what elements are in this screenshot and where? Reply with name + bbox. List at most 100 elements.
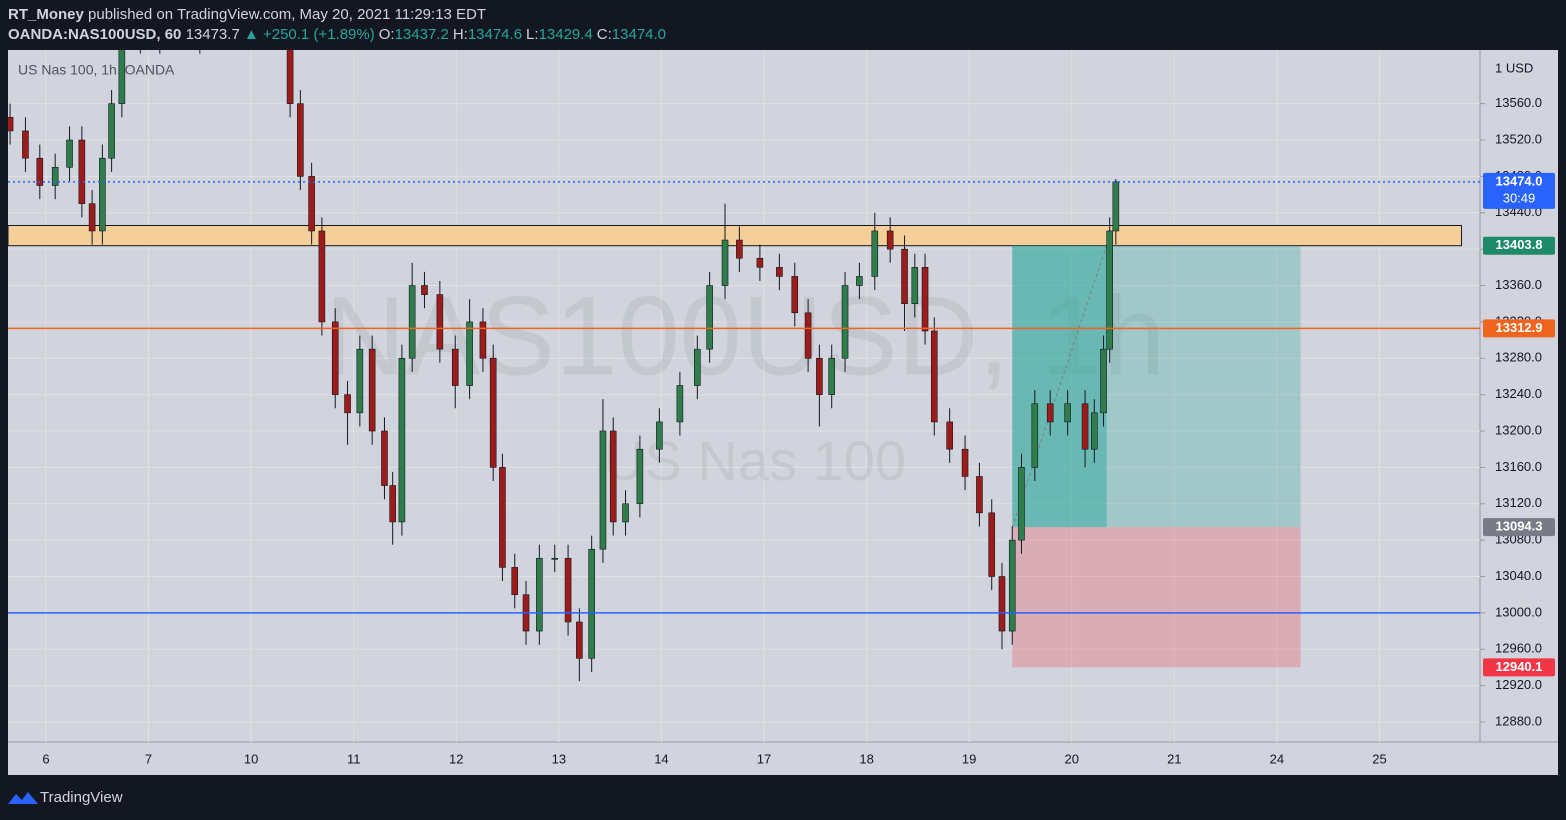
- candle-body: [308, 176, 315, 232]
- price-axis: [1480, 50, 1558, 742]
- price-tag: [1483, 319, 1555, 338]
- candle-body: [318, 230, 326, 323]
- candle-body: [871, 230, 879, 277]
- candle-body: [489, 357, 497, 468]
- x-tick-label: 13: [552, 751, 566, 766]
- candle-body: [622, 503, 629, 523]
- candle-body: [599, 430, 607, 550]
- y-tick-label: 13040.0: [1495, 568, 1542, 583]
- candle-body: [344, 394, 351, 414]
- position-tag-label: 13094.3: [1496, 519, 1543, 534]
- x-tick-label: 17: [757, 751, 771, 766]
- symbol: OANDA:NAS100USD, 60: [8, 26, 181, 43]
- publisher-line: RT_Money published on TradingView.com, M…: [8, 6, 486, 23]
- y-tick-label: 13240.0: [1495, 386, 1542, 401]
- candle-body: [511, 567, 519, 595]
- candle-body: [804, 312, 812, 359]
- candle-body: [356, 348, 364, 414]
- candle-body: [841, 285, 849, 359]
- candle-body: [1008, 539, 1016, 632]
- candle-body: [946, 421, 953, 450]
- x-tick-label: 14: [654, 751, 668, 766]
- candle-body: [398, 357, 406, 523]
- y-tick-label: 13520.0: [1495, 131, 1542, 146]
- candle-body: [676, 385, 684, 423]
- candle-body: [856, 276, 863, 286]
- time-axis: [8, 742, 1558, 775]
- position-target: [1012, 245, 1301, 528]
- y-tick-label: 13200.0: [1495, 422, 1542, 437]
- y-tick-label: 12880.0: [1495, 713, 1542, 728]
- candle-body: [381, 430, 388, 486]
- candle-body: [297, 103, 304, 177]
- position-tag: [1483, 236, 1555, 255]
- candle-body: [694, 348, 701, 386]
- candle-body: [1018, 467, 1025, 541]
- candle-body: [930, 330, 938, 423]
- candle-body: [911, 267, 919, 305]
- candle-body: [961, 448, 969, 477]
- candle-body: [331, 321, 339, 395]
- candle-body: [368, 348, 376, 432]
- candle-body: [609, 430, 617, 523]
- ohlc-key: O:: [379, 26, 395, 43]
- plot-area: [8, 50, 1480, 742]
- y-tick-label: 12920.0: [1495, 677, 1542, 692]
- position-tag-label: 12940.1: [1496, 659, 1543, 674]
- candle-body: [286, 50, 294, 104]
- publisher: RT_Money: [8, 6, 85, 23]
- candle-body: [99, 157, 106, 232]
- position-tag: [1483, 518, 1555, 537]
- candle-body: [921, 267, 929, 332]
- candle-body: [886, 230, 894, 250]
- ohlc-key: H:: [453, 26, 468, 43]
- candle-body: [408, 285, 416, 359]
- candle-body: [108, 103, 115, 159]
- candle-body: [499, 467, 506, 568]
- y-tick-label: 13000.0: [1495, 604, 1542, 619]
- x-tick-label: 19: [962, 751, 976, 766]
- candle-body: [551, 558, 559, 560]
- last: 13473.7: [186, 26, 240, 43]
- ohlc-value: 13474.6: [468, 26, 522, 43]
- x-tick-label: 11: [347, 751, 361, 766]
- position-tag: [1483, 658, 1555, 677]
- price-tag-label: 13312.9: [1496, 320, 1543, 335]
- candle-body: [536, 558, 543, 632]
- candle-body: [756, 257, 764, 268]
- y-tick-label: 13160.0: [1495, 459, 1542, 474]
- candle-body: [816, 357, 823, 395]
- candle-body: [588, 548, 595, 659]
- y-tick-label: 13280.0: [1495, 350, 1542, 365]
- candle-body: [988, 512, 996, 577]
- ohlc-value: 13474.0: [612, 26, 666, 43]
- price-tag: [1483, 172, 1555, 209]
- candle-body: [901, 248, 908, 305]
- candle-body: [436, 294, 444, 350]
- ohlc-key: L:: [526, 26, 539, 43]
- candle-body: [451, 348, 459, 386]
- symbol-line: OANDA:NAS100USD, 60 13473.7 ▲ +250.1 (+1…: [8, 26, 666, 43]
- legend: US Nas 100, 1h, OANDA: [18, 62, 175, 78]
- y-tick-label: 13560.0: [1495, 95, 1542, 110]
- candle-body: [776, 267, 783, 277]
- candle-body: [36, 157, 44, 186]
- x-tick-label: 20: [1065, 751, 1079, 766]
- ohlc-value: 13437.2: [395, 26, 449, 43]
- x-tick-label: 12: [449, 751, 463, 766]
- change: ▲ +250.1 (+1.89%): [244, 26, 375, 43]
- y-tick-label: 13120.0: [1495, 495, 1542, 510]
- x-tick-label: 10: [244, 751, 258, 766]
- x-tick-label: 21: [1167, 751, 1181, 766]
- candle-body: [1046, 403, 1054, 423]
- x-tick-label: 6: [42, 751, 49, 766]
- candle-body: [1112, 181, 1120, 232]
- candle-body: [479, 321, 487, 359]
- candle-body: [22, 130, 29, 159]
- currency-label: 1 USD: [1495, 60, 1533, 75]
- price-tag-label: 13474.0: [1496, 173, 1543, 188]
- candle-body: [8, 116, 14, 132]
- x-tick-label: 18: [859, 751, 873, 766]
- candle-body: [791, 276, 799, 314]
